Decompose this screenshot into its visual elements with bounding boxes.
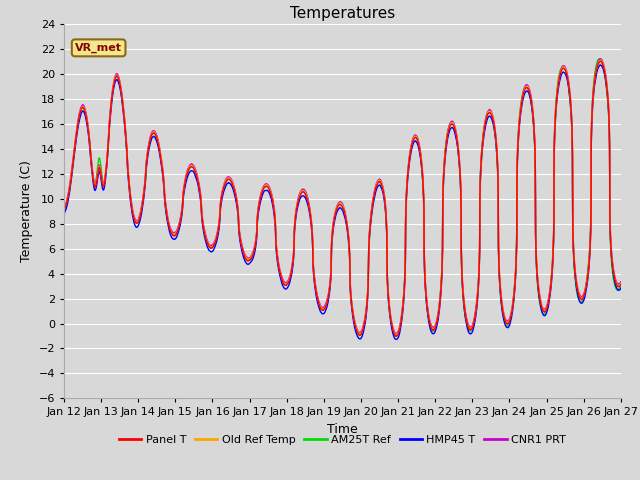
Y-axis label: Temperature (C): Temperature (C) [20, 160, 33, 262]
Text: VR_met: VR_met [75, 43, 122, 53]
Title: Temperatures: Temperatures [290, 6, 395, 22]
X-axis label: Time: Time [327, 423, 358, 436]
Legend: Panel T, Old Ref Temp, AM25T Ref, HMP45 T, CNR1 PRT: Panel T, Old Ref Temp, AM25T Ref, HMP45 … [115, 430, 570, 449]
